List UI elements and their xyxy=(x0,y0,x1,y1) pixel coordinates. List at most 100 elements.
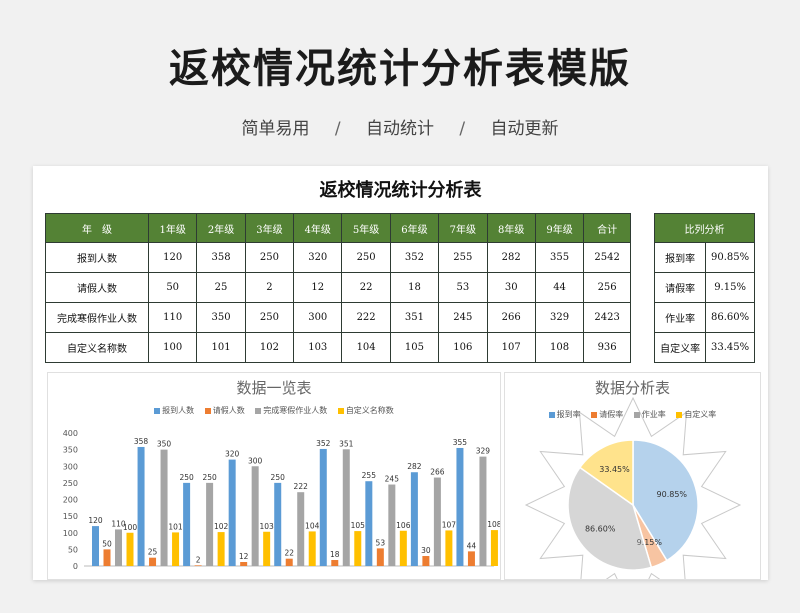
legend-swatch xyxy=(591,412,598,418)
table-cell: 250 xyxy=(244,302,295,333)
bar-data-label: 300 xyxy=(248,456,263,465)
pie-slice xyxy=(578,439,634,507)
bar xyxy=(388,484,396,566)
bar-data-label: 30 xyxy=(421,546,431,555)
legend-item: 完成寒假作业人数 xyxy=(255,405,327,416)
ratio-row: 请假率 9.15% xyxy=(653,272,755,303)
bar-data-label: 50 xyxy=(102,539,112,548)
table-cell: 110 xyxy=(147,302,198,333)
bar-data-label: 106 xyxy=(396,521,411,530)
bar xyxy=(445,530,453,566)
bar-data-label: 358 xyxy=(134,437,149,446)
bar xyxy=(456,447,464,566)
legend-label: 请假人数 xyxy=(212,406,245,415)
bar-data-label: 100 xyxy=(123,523,138,532)
bar-data-label: 250 xyxy=(271,473,286,482)
legend-label: 请假率 xyxy=(599,410,624,419)
bar xyxy=(240,562,248,566)
legend-label: 报到率 xyxy=(556,410,581,419)
ratio-label: 报到率 xyxy=(653,242,707,273)
bar xyxy=(365,481,373,566)
legend-label: 作业率 xyxy=(641,410,666,419)
bar-chart: 0501001502002503003504001205011010035825… xyxy=(63,429,500,571)
bar-data-label: 105 xyxy=(351,521,366,530)
bar-data-label: 320 xyxy=(225,450,240,459)
tag-separator: / xyxy=(459,119,466,139)
column-header: 2年级 xyxy=(196,213,246,243)
bar xyxy=(263,531,271,566)
table-cell: 100 xyxy=(147,332,198,363)
column-header: 9年级 xyxy=(534,213,585,243)
bar-data-label: 25 xyxy=(148,548,158,557)
legend-item: 报到率 xyxy=(548,409,581,420)
table-cell: 25 xyxy=(196,272,246,303)
bar xyxy=(115,529,122,566)
bar-data-label: 103 xyxy=(260,522,275,531)
ratio-label: 自定义率 xyxy=(653,332,707,363)
bar xyxy=(92,526,99,566)
ratio-value: 33.45% xyxy=(705,332,755,363)
legend-label: 报到人数 xyxy=(162,406,195,415)
total-cell: 2423 xyxy=(583,302,631,333)
bar-data-label: 282 xyxy=(407,462,422,471)
bar xyxy=(422,556,430,566)
column-header: 8年级 xyxy=(486,213,536,243)
ratio-value: 86.60% xyxy=(705,302,755,333)
bar-data-label: 12 xyxy=(239,552,249,561)
bar xyxy=(103,549,111,566)
bar xyxy=(160,449,168,566)
table-cell: 12 xyxy=(293,272,343,303)
bar xyxy=(308,531,316,566)
bar-data-label: 355 xyxy=(453,438,468,447)
tag-auto-stats: 自动统计 xyxy=(366,119,434,139)
column-header: 3年级 xyxy=(244,213,295,243)
row-label: 自定义名称数 xyxy=(45,332,149,363)
bar-data-label: 250 xyxy=(202,473,217,482)
table-cell: 120 xyxy=(147,242,198,273)
pie-data-label: 86.60% xyxy=(585,524,616,533)
legend-swatch xyxy=(548,412,555,418)
table-cell: 103 xyxy=(293,332,343,363)
row-label: 请假人数 xyxy=(45,272,149,303)
bar-data-label: 107 xyxy=(442,520,457,529)
total-cell: 2542 xyxy=(583,242,631,273)
legend-item: 作业率 xyxy=(633,409,666,420)
total-cell: 936 xyxy=(583,332,631,363)
pie-chart-panel: 数据分析表 90.85% 9.15% 86.60% 33.45% 报到率 请假率 作业… xyxy=(504,372,761,580)
total-cell: 256 xyxy=(583,272,631,303)
ratio-header: 比列分析 xyxy=(654,213,755,243)
table-cell: 107 xyxy=(486,332,536,363)
table-cell: 44 xyxy=(534,272,585,303)
bar-data-label: 352 xyxy=(316,439,331,448)
pie-data-label: 9.15% xyxy=(637,538,663,547)
tag-auto-update: 自动更新 xyxy=(490,119,559,139)
table-header-row: 年 级 1年级 2年级 3年级 4年级 5年级 6年级 7年级 8年级 9年级 … xyxy=(45,213,631,243)
bar xyxy=(490,530,498,566)
bar-data-label: 222 xyxy=(294,482,309,491)
bar xyxy=(354,531,362,566)
bar xyxy=(479,456,487,566)
legend-swatch xyxy=(255,408,262,414)
pie-chart: 90.85% 9.15% 86.60% 33.45% xyxy=(524,396,742,579)
bar xyxy=(172,532,180,566)
bar xyxy=(467,551,475,566)
bar-data-label: 329 xyxy=(476,447,491,456)
table-cell: 104 xyxy=(341,332,391,363)
bar-data-label: 104 xyxy=(305,521,320,530)
table-cell: 106 xyxy=(438,332,488,363)
tag-easy: 简单易用 xyxy=(241,119,310,139)
bar xyxy=(399,530,407,566)
pie-chart-title: 数据分析表 xyxy=(594,379,670,397)
bar xyxy=(126,532,134,566)
bar-data-label: 102 xyxy=(214,522,229,531)
bar-data-label: 101 xyxy=(168,522,183,531)
bar xyxy=(410,472,418,566)
table-cell: 250 xyxy=(341,242,391,273)
bar xyxy=(183,482,191,566)
ratio-row: 报到率 90.85% xyxy=(653,242,755,273)
table-cell: 22 xyxy=(341,272,391,303)
bar xyxy=(342,449,350,566)
bar-data-label: 110 xyxy=(111,519,126,528)
bar-data-label: 22 xyxy=(284,549,294,558)
table-cell: 222 xyxy=(341,302,391,333)
